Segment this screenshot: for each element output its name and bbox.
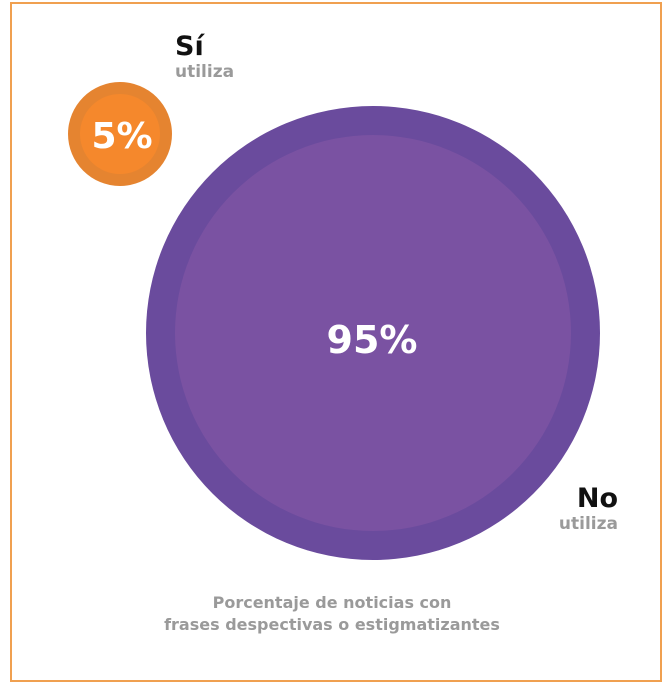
legend-label-si-sub: utiliza bbox=[175, 62, 235, 82]
chart-caption-line-2: frases despectivas o estigmatizantes bbox=[164, 615, 500, 634]
chart-caption: Porcentaje de noticias con frases despec… bbox=[0, 592, 664, 636]
legend-label-no-sub: utiliza bbox=[558, 514, 618, 534]
legend-label-no: No utiliza bbox=[558, 483, 618, 535]
bubble-no-value-label: 95% bbox=[327, 318, 418, 362]
bubble-no-inner bbox=[175, 135, 571, 531]
legend-label-si: Sí utiliza bbox=[175, 31, 235, 83]
legend-label-no-main: No bbox=[576, 483, 618, 514]
bubble-si-inner bbox=[80, 94, 160, 174]
legend-label-si-main: Sí bbox=[175, 31, 204, 62]
bubble-si-value-label: 5% bbox=[91, 116, 152, 157]
chart-caption-line-1: Porcentaje de noticias con bbox=[212, 593, 452, 612]
